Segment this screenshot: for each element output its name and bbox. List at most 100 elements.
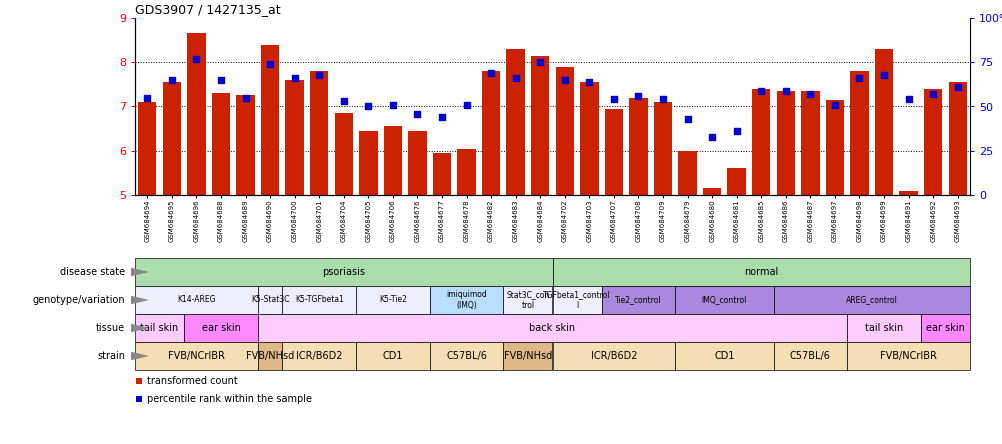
Bar — [503, 286, 552, 314]
Bar — [948, 82, 966, 195]
Bar — [752, 89, 770, 195]
Bar — [604, 109, 622, 195]
Text: IMQ_control: IMQ_control — [701, 296, 746, 305]
Text: TGFbeta1_control
l: TGFbeta1_control l — [543, 290, 610, 310]
Point — [753, 87, 769, 94]
Point — [826, 101, 842, 108]
Bar — [162, 82, 181, 195]
Text: ICR/B6D2: ICR/B6D2 — [296, 351, 342, 361]
Text: Tie2_control: Tie2_control — [614, 296, 661, 305]
Point — [703, 133, 719, 140]
Point — [654, 96, 670, 103]
Bar — [677, 151, 696, 195]
Text: tail skin: tail skin — [864, 323, 902, 333]
Bar — [801, 91, 819, 195]
Bar — [359, 131, 377, 195]
Text: ICR/B6D2: ICR/B6D2 — [590, 351, 636, 361]
Text: Stat3C_con
trol: Stat3C_con trol — [506, 290, 549, 310]
Bar — [429, 342, 503, 370]
Bar — [135, 286, 258, 314]
Bar — [184, 314, 258, 342]
Bar — [726, 168, 745, 195]
Point — [777, 87, 793, 94]
Point — [924, 91, 940, 98]
Polygon shape — [131, 296, 149, 304]
Point — [163, 76, 179, 83]
Text: ear skin: ear skin — [201, 323, 240, 333]
Bar — [773, 342, 847, 370]
Bar — [310, 71, 328, 195]
Text: C57BL/6: C57BL/6 — [446, 351, 487, 361]
Bar — [457, 149, 475, 195]
Point — [507, 75, 523, 82]
Polygon shape — [131, 268, 149, 276]
Text: psoriasis: psoriasis — [322, 267, 365, 277]
Point — [139, 94, 155, 101]
Text: ear skin: ear skin — [925, 323, 964, 333]
Bar — [601, 286, 674, 314]
Bar — [335, 113, 353, 195]
Point — [311, 71, 327, 78]
Text: CD1: CD1 — [382, 351, 403, 361]
Text: K5-TGFbeta1: K5-TGFbeta1 — [295, 296, 344, 305]
Bar — [408, 131, 426, 195]
Text: percentile rank within the sample: percentile rank within the sample — [147, 394, 312, 404]
Bar — [702, 188, 720, 195]
Point — [532, 59, 548, 66]
Bar — [923, 89, 942, 195]
Bar — [847, 342, 969, 370]
Bar — [850, 71, 868, 195]
Text: FVB/NHsd: FVB/NHsd — [503, 351, 551, 361]
Bar — [552, 258, 969, 286]
Text: K5-Stat3C: K5-Stat3C — [250, 296, 289, 305]
Bar — [773, 286, 969, 314]
Bar — [503, 342, 552, 370]
Point — [727, 128, 743, 135]
Bar — [628, 98, 647, 195]
Point — [212, 76, 228, 83]
Text: tissue: tissue — [96, 323, 125, 333]
Text: C57BL/6: C57BL/6 — [790, 351, 830, 361]
Bar — [258, 286, 283, 314]
Point — [581, 78, 597, 85]
Bar — [283, 342, 356, 370]
Polygon shape — [131, 324, 149, 332]
Bar — [530, 56, 549, 195]
Point — [287, 75, 303, 82]
Point — [483, 69, 499, 76]
Point — [679, 115, 695, 123]
Bar — [432, 153, 451, 195]
Point — [434, 114, 450, 121]
Point — [605, 96, 621, 103]
Text: AREG_control: AREG_control — [845, 296, 897, 305]
Bar — [552, 342, 674, 370]
Text: strain: strain — [97, 351, 125, 361]
Text: FVB/NHsd: FVB/NHsd — [245, 351, 294, 361]
Text: K5-Tie2: K5-Tie2 — [379, 296, 407, 305]
Point — [875, 71, 891, 78]
Point — [262, 60, 278, 67]
Text: FVB/NCrIBR: FVB/NCrIBR — [167, 351, 224, 361]
Bar — [356, 286, 429, 314]
Text: genotype/variation: genotype/variation — [32, 295, 125, 305]
Text: FVB/NCrIBR: FVB/NCrIBR — [880, 351, 936, 361]
Bar — [874, 49, 893, 195]
Bar — [135, 378, 142, 384]
Bar — [135, 314, 184, 342]
Point — [237, 94, 254, 101]
Bar — [674, 342, 773, 370]
Bar — [283, 286, 356, 314]
Point — [336, 98, 352, 105]
Text: GDS3907 / 1427135_at: GDS3907 / 1427135_at — [135, 3, 281, 16]
Bar — [776, 91, 795, 195]
Point — [630, 92, 646, 99]
Point — [458, 101, 474, 108]
Text: CD1: CD1 — [713, 351, 733, 361]
Bar — [555, 67, 573, 195]
Point — [385, 101, 401, 108]
Point — [900, 96, 916, 103]
Point — [360, 103, 376, 110]
Bar — [236, 95, 255, 195]
Point — [949, 83, 965, 91]
Bar — [258, 342, 283, 370]
